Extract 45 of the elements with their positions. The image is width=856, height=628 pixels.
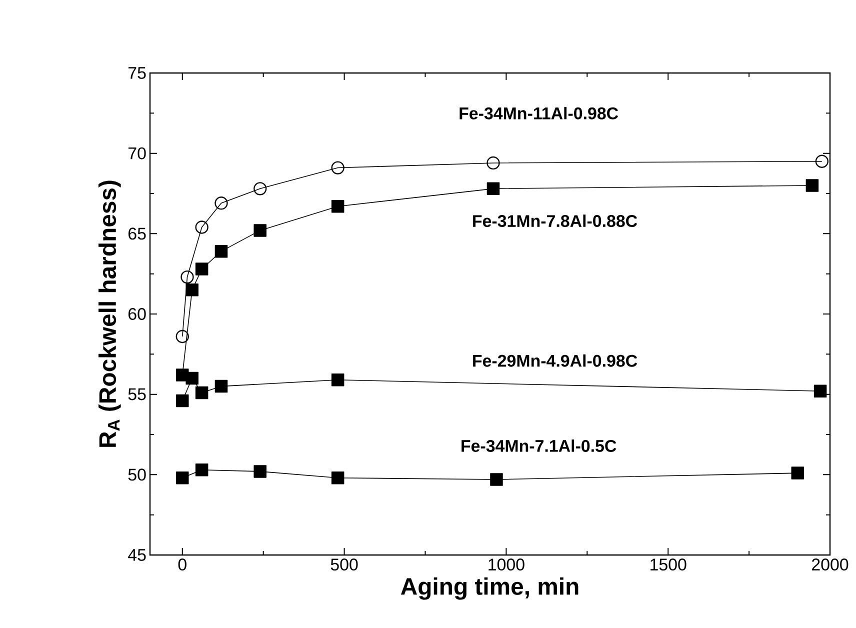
y-tick-label: 70 (128, 147, 146, 160)
point (195, 386, 208, 400)
point (214, 244, 228, 258)
point (214, 380, 228, 393)
series-label: Fe-34Mn-7.1Al-0.5C (462, 440, 616, 452)
point (486, 156, 500, 170)
point (490, 473, 503, 486)
y-tick-label: 50 (128, 468, 146, 481)
point (214, 196, 228, 210)
y-axis-title: R$_{A}$ (Rockwell hardness) (98, 180, 121, 447)
point (180, 270, 194, 284)
x-axis-title: Aging time, min (400, 577, 578, 600)
point (176, 330, 189, 344)
point (254, 224, 266, 237)
point (186, 284, 198, 296)
x-tick-label: 1500 (650, 558, 686, 571)
x-tick-label: 500 (330, 558, 358, 571)
point (176, 394, 189, 408)
point (331, 373, 344, 386)
point (331, 200, 344, 213)
y-tick-label: 75 (128, 67, 146, 79)
point (195, 220, 208, 234)
point (815, 154, 828, 168)
point (254, 465, 266, 478)
x-tick-label: 1000 (488, 558, 524, 571)
y-tick-label: 60 (128, 308, 146, 320)
point (195, 463, 208, 476)
point (331, 472, 344, 484)
y-tick-label: 65 (128, 228, 146, 240)
series-label: Fe-31Mn-7.8Al-0.88C (473, 214, 638, 228)
point (814, 384, 827, 398)
point (195, 262, 208, 276)
x-tick-label: 2000 (812, 558, 848, 571)
point (254, 182, 267, 196)
y-tick-label: 45 (128, 549, 146, 561)
series-label: Fe-29Mn-4.9Al-0.98C (473, 354, 638, 367)
point (186, 372, 198, 385)
point (486, 182, 500, 196)
point (176, 472, 189, 484)
text: Fe-34Mn-11Al-0.98C (460, 106, 618, 120)
point (331, 161, 344, 174)
point (806, 179, 819, 192)
y-tick-label: 55 (128, 388, 146, 400)
point (791, 466, 804, 480)
x-tick-label: 0 (178, 558, 186, 571)
